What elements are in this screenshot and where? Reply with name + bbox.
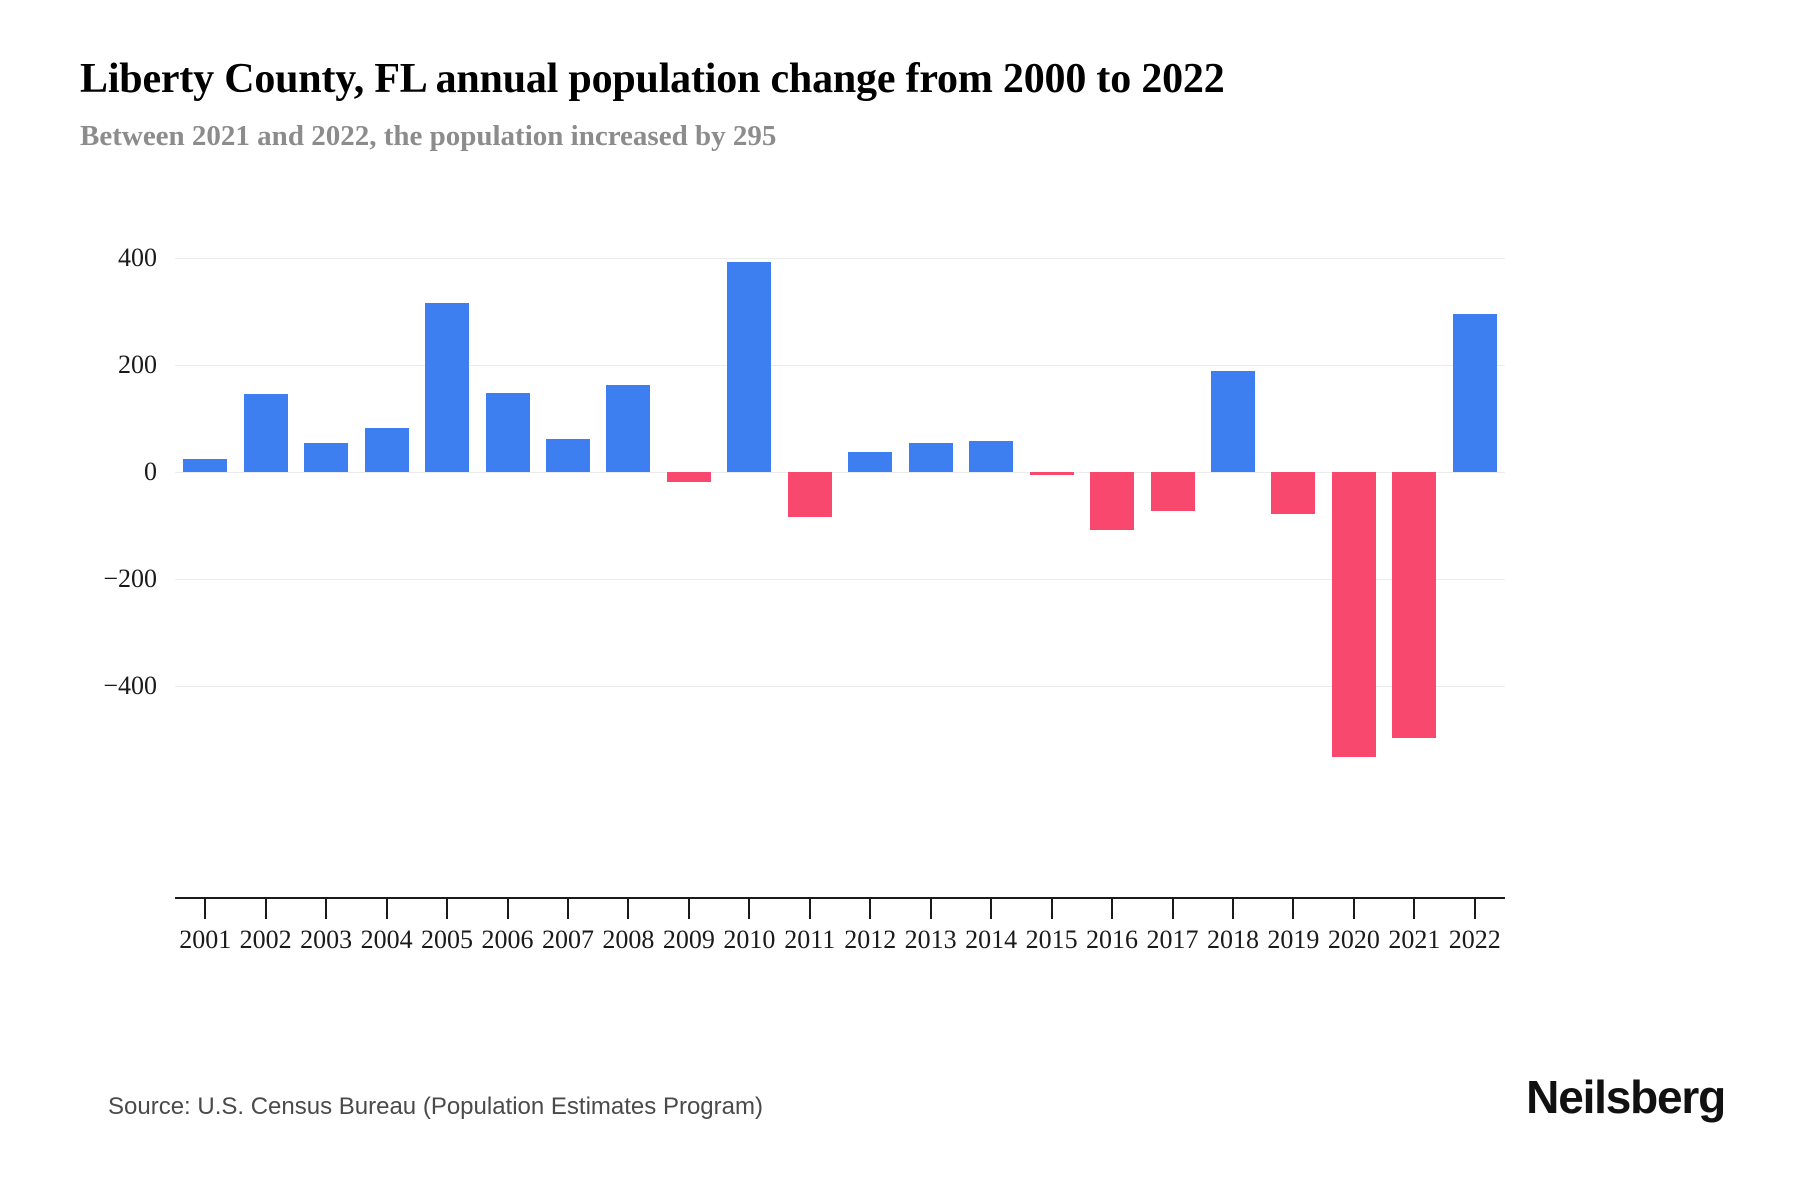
y-axis-tick-label: 200: [118, 350, 157, 379]
x-axis-tick: [1171, 899, 1174, 919]
bar-2008[interactable]: [606, 384, 651, 472]
bar-2003[interactable]: [304, 442, 349, 472]
x-axis-tick-label-2005: 2005: [421, 925, 474, 954]
bar-2011[interactable]: [787, 472, 832, 518]
neilsberg-logo: Neilsberg: [1526, 1071, 1726, 1123]
x-axis-tick-label-2011: 2011: [784, 925, 836, 954]
x-axis-tick: [869, 899, 872, 919]
page-title: Liberty County, FL annual population cha…: [80, 56, 1225, 102]
bar-2015[interactable]: [1029, 472, 1074, 476]
bar-2002[interactable]: [243, 394, 288, 472]
x-axis-tick-label-2020: 2020: [1327, 925, 1380, 954]
bar-2019[interactable]: [1271, 472, 1316, 514]
bar-2012[interactable]: [848, 451, 893, 472]
x-axis-tick: [1111, 899, 1114, 919]
x-axis-tick: [385, 899, 388, 919]
x-axis-tick-label-2014: 2014: [965, 925, 1018, 954]
bar-2005[interactable]: [425, 303, 470, 472]
x-axis-tick: [1292, 899, 1295, 919]
bar-2016[interactable]: [1090, 472, 1135, 530]
y-axis-tick-label: −200: [103, 564, 157, 593]
x-axis-tick: [1413, 899, 1416, 919]
x-axis-tick: [1050, 899, 1053, 919]
gridline: [175, 365, 1505, 366]
x-axis-tick-label-2017: 2017: [1146, 925, 1199, 954]
plot-area: 400 200 0 −200 −400: [103, 230, 1505, 900]
bar-2017[interactable]: [1150, 472, 1195, 512]
x-axis-tick: [929, 899, 932, 919]
x-axis-tick: [506, 899, 509, 919]
bar-2022[interactable]: [1452, 314, 1497, 472]
gridline: [175, 258, 1505, 259]
x-axis-tick: [1352, 899, 1355, 919]
bar-2001[interactable]: [183, 458, 228, 472]
bar-2013[interactable]: [908, 442, 953, 472]
x-axis-tick-label-2001: 2001: [179, 925, 232, 954]
bar-2021[interactable]: [1392, 472, 1437, 739]
y-axis-tick-label: −400: [103, 671, 157, 700]
x-axis-tick-label-2008: 2008: [602, 925, 655, 954]
bar-2020[interactable]: [1331, 472, 1376, 757]
x-axis-tick: [627, 899, 630, 919]
x-axis-tick: [325, 899, 328, 919]
x-axis-tick-label-2006: 2006: [481, 925, 534, 954]
bar-2004[interactable]: [364, 427, 409, 472]
gridline: [175, 579, 1505, 580]
x-axis-tick-label-2012: 2012: [844, 925, 897, 954]
bar-series: [175, 230, 1505, 900]
source-note: Source: U.S. Census Bureau (Population E…: [108, 1093, 763, 1120]
x-axis-tick: [808, 899, 811, 919]
x-axis-tick: [687, 899, 690, 919]
bar-2010[interactable]: [727, 262, 772, 472]
x-axis-tick-label-2009: 2009: [662, 925, 715, 954]
x-axis-tick: [1231, 899, 1234, 919]
y-axis-tick-label: 400: [118, 243, 157, 272]
bar-2014[interactable]: [969, 440, 1014, 472]
x-axis-tick: [566, 899, 569, 919]
bar-2007[interactable]: [545, 438, 590, 472]
bar-2018[interactable]: [1210, 371, 1255, 472]
x-axis-tick-label-2004: 2004: [360, 925, 413, 954]
x-axis-tick-label-2018: 2018: [1206, 925, 1259, 954]
x-axis-tick-label-2003: 2003: [300, 925, 353, 954]
bar-2006[interactable]: [485, 392, 530, 472]
bar-2009[interactable]: [666, 472, 711, 482]
x-axis-tick: [990, 899, 993, 919]
x-axis-tick: [446, 899, 449, 919]
gridline: [175, 686, 1505, 687]
x-axis-tick: [748, 899, 751, 919]
x-axis-tick-label-2010: 2010: [723, 925, 776, 954]
x-axis-line: [175, 897, 1505, 899]
y-axis-tick-label: 0: [144, 457, 157, 486]
x-axis-tick-label-2015: 2015: [1025, 925, 1078, 954]
gridline: [175, 472, 1505, 473]
x-axis-tick-label-2013: 2013: [904, 925, 957, 954]
x-axis-tick: [264, 899, 267, 919]
x-axis-tick-label-2021: 2021: [1388, 925, 1441, 954]
page-subtitle: Between 2021 and 2022, the population in…: [80, 120, 777, 152]
x-axis-tick: [1473, 899, 1476, 919]
x-axis-tick-label-2019: 2019: [1267, 925, 1320, 954]
x-axis-tick-label-2007: 2007: [541, 925, 594, 954]
x-axis-tick-label-2022: 2022: [1448, 925, 1501, 954]
x-axis-tick: [204, 899, 207, 919]
x-axis-tick-label-2016: 2016: [1086, 925, 1139, 954]
x-axis-tick-label-2002: 2002: [239, 925, 292, 954]
